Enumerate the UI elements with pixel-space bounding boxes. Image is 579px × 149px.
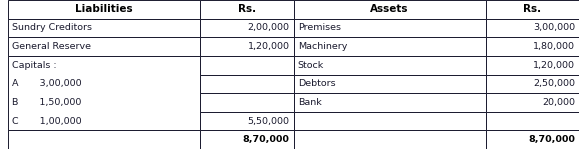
Bar — [200, 56, 294, 74]
Text: B       1,50,000: B 1,50,000 — [13, 98, 82, 107]
Text: 1,20,000: 1,20,000 — [533, 61, 575, 70]
Text: Premises: Premises — [298, 23, 341, 32]
Bar — [294, 130, 486, 149]
Text: Capitals :: Capitals : — [13, 61, 57, 70]
Bar — [200, 19, 294, 37]
Bar — [294, 56, 486, 74]
Text: Assets: Assets — [371, 4, 409, 14]
Text: 5,50,000: 5,50,000 — [247, 117, 290, 126]
Bar — [486, 130, 579, 149]
Bar — [200, 112, 294, 130]
Text: 3,00,000: 3,00,000 — [533, 23, 575, 32]
Text: Sundry Creditors: Sundry Creditors — [13, 23, 93, 32]
Text: 1,20,000: 1,20,000 — [247, 42, 290, 51]
Text: General Reserve: General Reserve — [13, 42, 91, 51]
Bar — [486, 74, 579, 93]
Bar — [200, 93, 294, 112]
Text: C       1,00,000: C 1,00,000 — [13, 117, 82, 126]
Bar — [8, 19, 200, 37]
Bar — [294, 37, 486, 56]
Text: 8,70,000: 8,70,000 — [528, 135, 575, 144]
Bar — [8, 37, 200, 56]
Bar — [200, 0, 294, 19]
Text: Liabilities: Liabilities — [75, 4, 133, 14]
Bar — [486, 93, 579, 112]
Bar — [486, 37, 579, 56]
Text: Rs.: Rs. — [238, 4, 256, 14]
Text: 2,50,000: 2,50,000 — [533, 79, 575, 88]
Bar — [486, 56, 579, 74]
Text: Rs.: Rs. — [523, 4, 541, 14]
Bar — [294, 0, 486, 19]
Text: Debtors: Debtors — [298, 79, 335, 88]
Bar — [294, 112, 486, 130]
Text: A       3,00,000: A 3,00,000 — [13, 79, 82, 88]
Text: Stock: Stock — [298, 61, 324, 70]
Bar — [8, 130, 200, 149]
Bar — [294, 74, 486, 93]
Text: Bank: Bank — [298, 98, 321, 107]
Text: 20,000: 20,000 — [542, 98, 575, 107]
Text: 8,70,000: 8,70,000 — [243, 135, 290, 144]
Bar — [8, 0, 200, 19]
Bar — [200, 37, 294, 56]
Text: 1,80,000: 1,80,000 — [533, 42, 575, 51]
Bar — [486, 112, 579, 130]
Bar — [294, 93, 486, 112]
Bar — [200, 74, 294, 93]
Bar — [200, 130, 294, 149]
Bar — [8, 56, 200, 130]
Text: 2,00,000: 2,00,000 — [247, 23, 290, 32]
Bar — [486, 19, 579, 37]
Bar — [294, 19, 486, 37]
Text: Machinery: Machinery — [298, 42, 347, 51]
Bar — [486, 0, 579, 19]
